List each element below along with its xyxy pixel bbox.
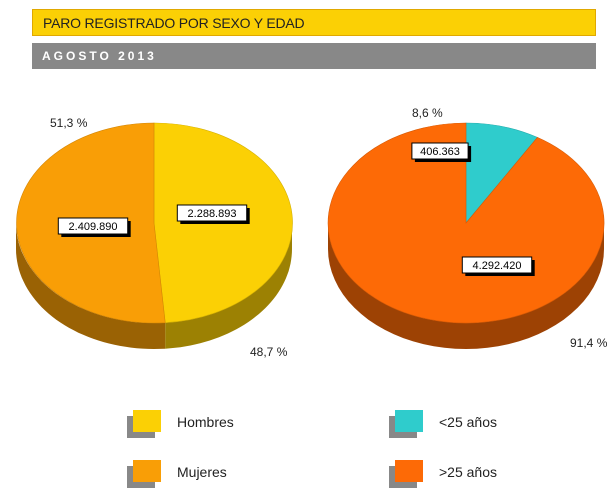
value-label-box	[411, 142, 469, 160]
legend-swatch	[395, 410, 423, 432]
percent-label: 8,6 %	[412, 106, 443, 120]
legend-item-1: Hombres	[127, 410, 234, 438]
value-label-box	[57, 217, 129, 235]
value-label: 2.288.893	[188, 208, 237, 220]
percent-label: 91,4 %	[570, 336, 608, 350]
percent-label: 48,7 %	[250, 345, 288, 359]
value-label-box	[461, 256, 533, 274]
legend-label: >25 años	[439, 464, 497, 480]
value-label-box	[176, 204, 248, 222]
chart-title: PARO REGISTRADO POR SEXO Y EDAD	[43, 15, 305, 31]
chart-title-bar: PARO REGISTRADO POR SEXO Y EDAD	[32, 9, 596, 36]
pie-side-2	[16, 223, 166, 349]
value-label: 406.363	[420, 146, 460, 158]
value-label: 2.409.890	[69, 221, 118, 233]
chart-subtitle-bar: AGOSTO 2013	[32, 43, 596, 69]
value-label: 4.292.420	[473, 260, 522, 272]
pie-slice--25-a-os	[327, 122, 605, 324]
legend-item-4: >25 años	[389, 460, 497, 488]
legend-item-3: <25 años	[389, 410, 497, 438]
pie-side-2	[328, 223, 604, 349]
legend-swatch	[133, 410, 161, 432]
percent-label: 51,3 %	[50, 116, 88, 130]
pie-side-1	[165, 223, 292, 349]
legend-label: Mujeres	[177, 464, 227, 480]
pie-chart-2: 406.363 4.292.420 8,6 % 91,4 %	[327, 106, 608, 350]
legend-label: <25 años	[439, 414, 497, 430]
legend-swatch	[133, 460, 161, 482]
legend-item-2: Mujeres	[127, 460, 227, 488]
chart-subtitle: AGOSTO 2013	[42, 49, 157, 63]
legend-label: Hombres	[177, 414, 234, 430]
pie-chart-1: 2.288.893 2.409.890 48,7 % 51,3 %	[16, 116, 293, 359]
legend-swatch	[395, 460, 423, 482]
